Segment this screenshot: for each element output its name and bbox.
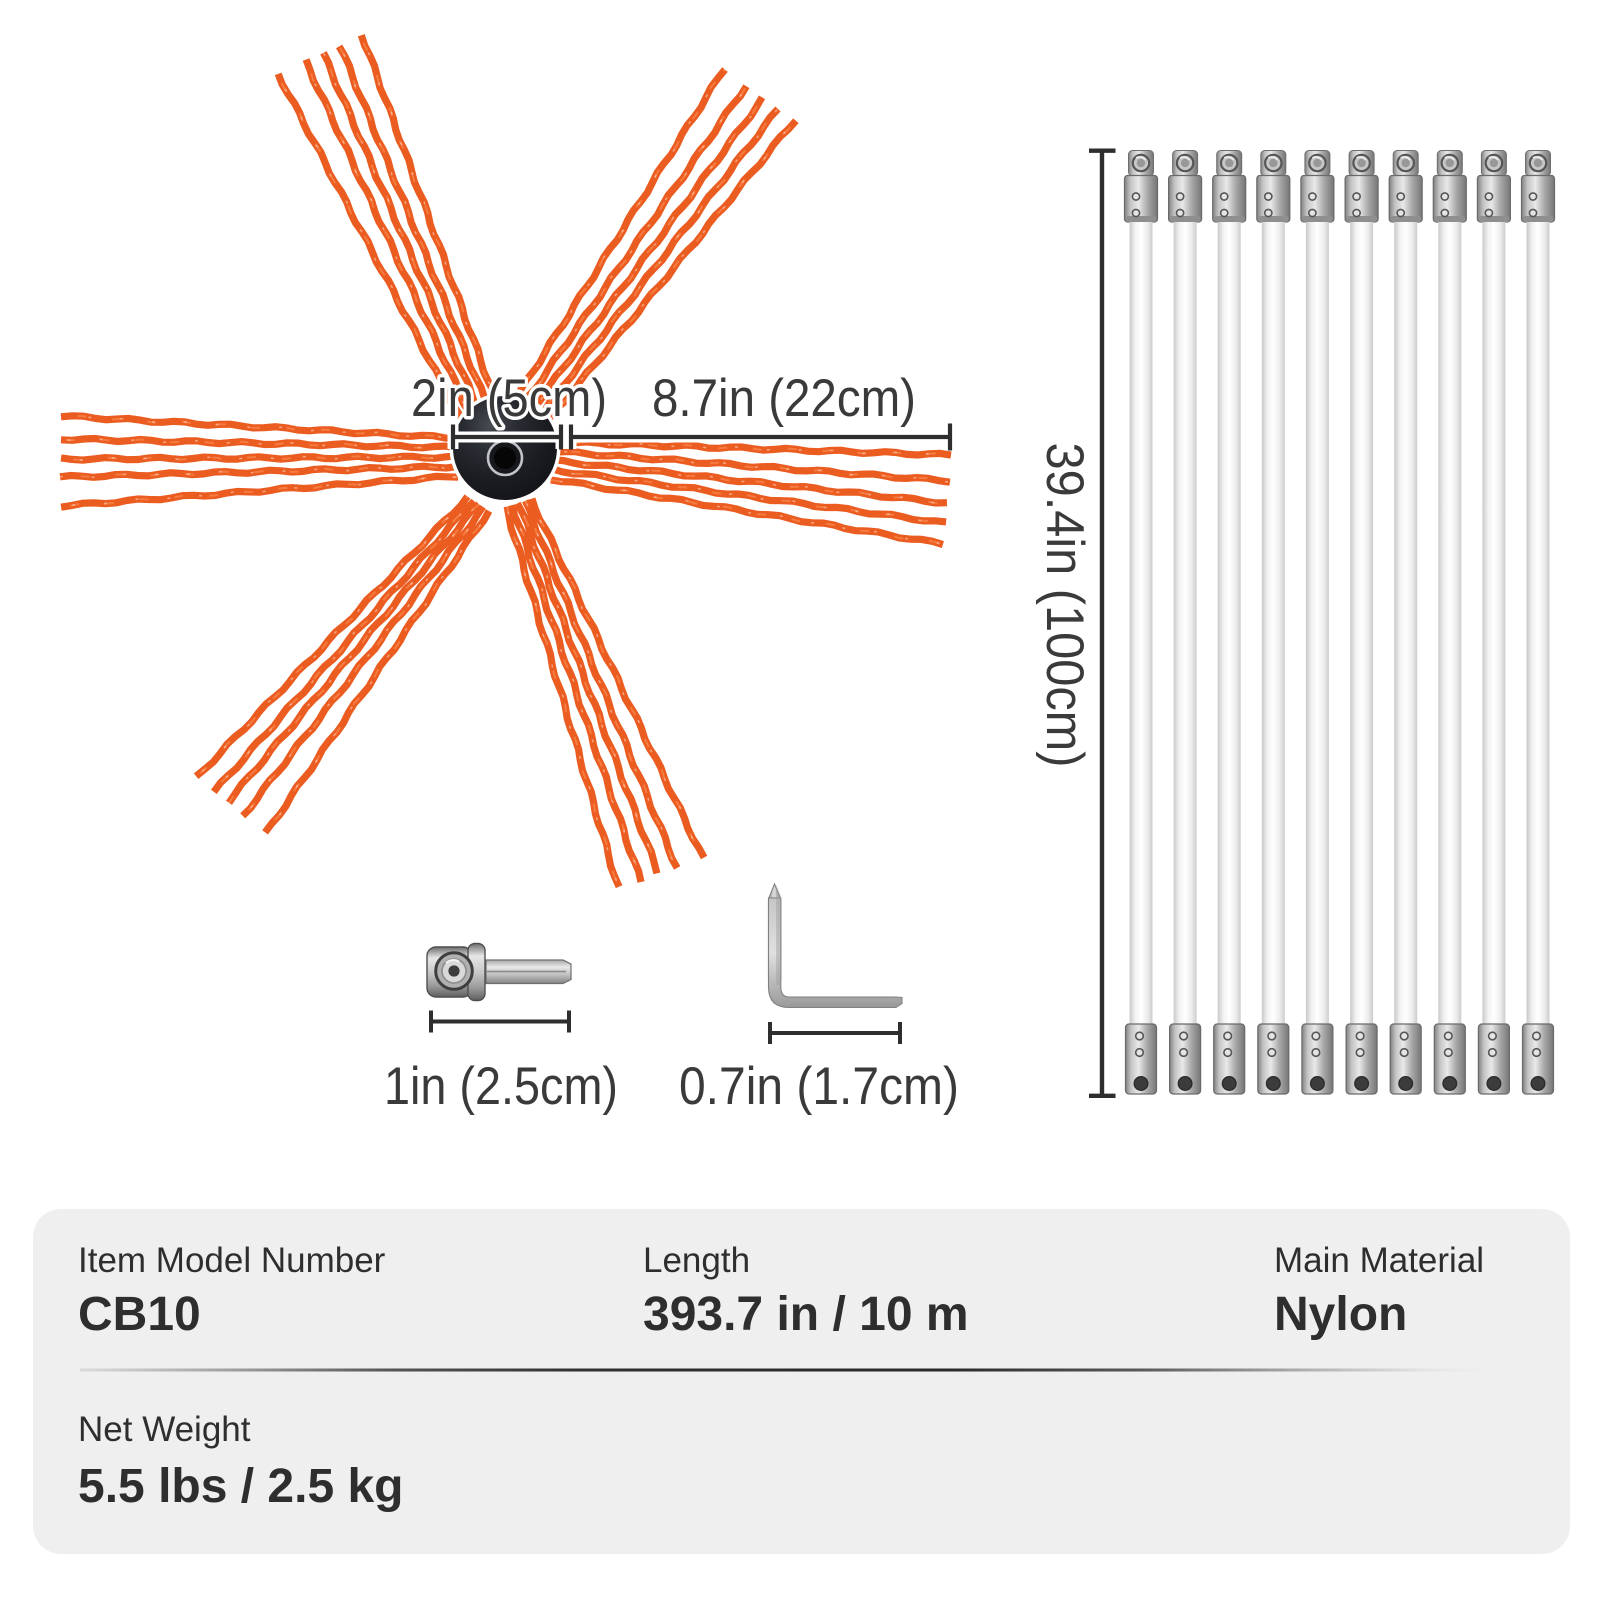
svg-text:Main Material: Main Material	[1274, 1241, 1484, 1280]
svg-text:Nylon: Nylon	[1274, 1288, 1407, 1341]
svg-text:1in (2.5cm): 1in (2.5cm)	[384, 1057, 618, 1116]
svg-text:Item Model Number: Item Model Number	[78, 1241, 386, 1280]
svg-text:Net Weight: Net Weight	[78, 1410, 251, 1449]
svg-text:0.7in (1.7cm): 0.7in (1.7cm)	[679, 1057, 959, 1116]
svg-text:2in (5cm): 2in (5cm)	[411, 369, 607, 428]
svg-text:5.5 lbs / 2.5 kg: 5.5 lbs / 2.5 kg	[78, 1460, 404, 1513]
svg-text:Length: Length	[643, 1241, 750, 1280]
svg-text:39.4in (100cm): 39.4in (100cm)	[1035, 443, 1094, 768]
svg-text:393.7 in / 10 m: 393.7 in / 10 m	[643, 1288, 969, 1341]
svg-text:8.7in (22cm): 8.7in (22cm)	[652, 369, 916, 428]
svg-text:CB10: CB10	[78, 1288, 201, 1341]
